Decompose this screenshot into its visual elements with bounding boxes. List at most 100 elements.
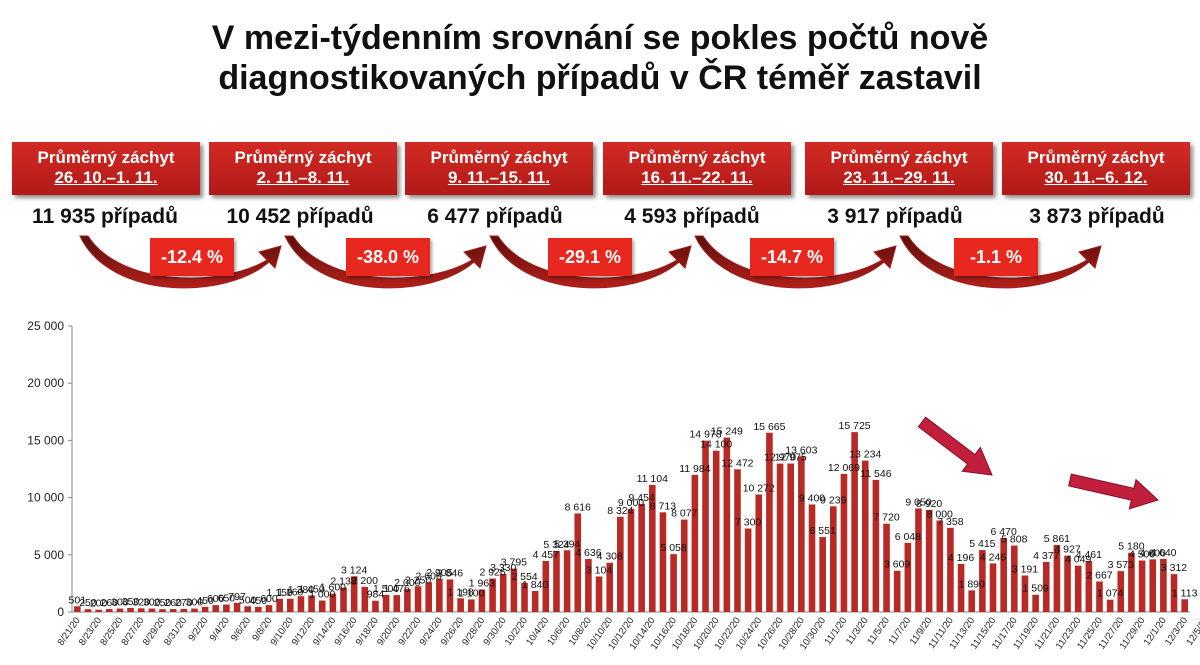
- bar: [1064, 555, 1071, 612]
- bar: [180, 608, 188, 612]
- period-range: 26. 10.–1. 11.: [54, 168, 158, 187]
- bar-data-label: 1 198: [447, 586, 473, 598]
- bar: [563, 550, 571, 612]
- bar-data-label: 1 380: [288, 584, 314, 596]
- bar: [137, 608, 145, 612]
- bar: [95, 609, 102, 612]
- period-range: 23. 11.–29. 11.: [843, 168, 955, 187]
- period-box-5: Průměrný záchyt 23. 11.–29. 11.: [805, 142, 993, 195]
- bar-data-label: 797: [228, 591, 246, 603]
- bar-data-label: 4 457: [533, 549, 559, 561]
- bar: [1106, 599, 1114, 612]
- bar-data-label: 9 050: [905, 496, 931, 508]
- bar-data-label: 11 546: [860, 468, 891, 480]
- bar-data-label: 1 000: [309, 589, 335, 601]
- bar: [329, 593, 337, 612]
- period-count-4: 4 593 případů: [624, 205, 760, 228]
- bar: [861, 460, 869, 612]
- bar: [74, 606, 81, 612]
- bar-data-label: 1 890: [959, 578, 985, 590]
- bar-data-label: 600: [260, 593, 278, 605]
- bar: [648, 484, 656, 612]
- bar: [979, 550, 986, 612]
- bar: [489, 578, 496, 612]
- bar-data-label: 2 600: [416, 570, 442, 582]
- period-count-3: 6 477 případů: [427, 205, 563, 228]
- bar: [233, 602, 241, 612]
- bar-data-label: 4 196: [948, 552, 974, 564]
- bar: [1096, 581, 1103, 612]
- bar: [1053, 544, 1061, 612]
- bar-data-label: 4 640: [1150, 547, 1176, 559]
- bar-data-label: 8 920: [916, 498, 942, 510]
- bar: [212, 605, 220, 612]
- bar: [1181, 599, 1188, 612]
- bar-data-label: 5 394: [554, 538, 580, 550]
- bar-data-label: 2 000: [394, 577, 420, 589]
- bar: [936, 520, 944, 612]
- bar-data-label: 3 330: [490, 562, 516, 574]
- bar-data-label: 1 160: [277, 587, 303, 599]
- bar: [830, 506, 837, 612]
- bar-data-label: 12 975: [775, 452, 807, 464]
- bar-data-label: 13 234: [849, 449, 881, 461]
- page-title: V mezi-týdenním srovnání se pokles počtů…: [0, 18, 1200, 98]
- bar-data-label: 9 454: [629, 492, 655, 504]
- bar: [840, 473, 848, 612]
- bar: [84, 609, 92, 612]
- bar-data-label: 2 250: [405, 574, 431, 586]
- bar: [478, 589, 486, 612]
- bar: [904, 542, 912, 612]
- bar: [915, 508, 922, 612]
- bar: [1138, 560, 1146, 612]
- bar-data-label: 300: [111, 597, 129, 609]
- bar: [105, 609, 113, 612]
- trend-arrow-icon: [917, 416, 993, 476]
- bar: [542, 561, 550, 612]
- bar-data-label: 4 049: [1065, 554, 1091, 566]
- bar: [925, 509, 933, 612]
- bar-data-label: 9 239: [820, 494, 846, 506]
- bar: [585, 558, 592, 612]
- bar: [670, 554, 677, 612]
- bar-data-label: 200: [90, 598, 108, 610]
- bar: [201, 606, 209, 612]
- period-label: Průměrný záchyt: [830, 148, 968, 167]
- bar: [116, 608, 124, 612]
- bar-data-label: 13 603: [785, 444, 817, 456]
- y-tick-label: 25 000: [27, 319, 64, 333]
- title-line-1: V mezi-týdenním srovnání se pokles počtů…: [211, 19, 989, 57]
- bar: [159, 609, 166, 612]
- bar: [308, 595, 315, 612]
- bar-data-label: 4 308: [597, 551, 623, 563]
- bar-data-label: 1 450: [298, 583, 324, 595]
- bar-data-label: 260: [164, 597, 182, 609]
- bar: [553, 551, 560, 612]
- bar: [372, 600, 379, 612]
- bar: [787, 463, 795, 612]
- bar-data-label: 1 840: [522, 579, 548, 591]
- bar-data-label: 600: [207, 593, 225, 605]
- bar-data-label: 15 665: [753, 421, 785, 433]
- bar-data-label: 7 720: [873, 512, 899, 524]
- bar-data-label: 500: [239, 594, 257, 606]
- bar-data-label: 1 600: [320, 582, 346, 594]
- bar-data-label: 2 905: [426, 567, 452, 579]
- curved-arrow-icon: [284, 235, 487, 289]
- bar-data-label: 8 000: [927, 508, 953, 520]
- bar: [989, 563, 997, 612]
- bar: [819, 537, 826, 612]
- bar-data-label: 1 100: [458, 587, 484, 599]
- bar: [702, 440, 709, 612]
- bar: [947, 527, 954, 612]
- period-label: Průměrný záchyt: [1027, 148, 1165, 167]
- bar: [1149, 559, 1157, 612]
- bar-data-label: 4 636: [575, 547, 601, 559]
- bar-data-label: 1 500: [373, 583, 399, 595]
- bar: [297, 596, 305, 612]
- bar: [680, 519, 688, 612]
- bar-data-label: 5 324: [543, 539, 569, 551]
- bar: [776, 463, 784, 612]
- bar: [414, 586, 422, 612]
- bar-data-label: 8 324: [607, 505, 633, 517]
